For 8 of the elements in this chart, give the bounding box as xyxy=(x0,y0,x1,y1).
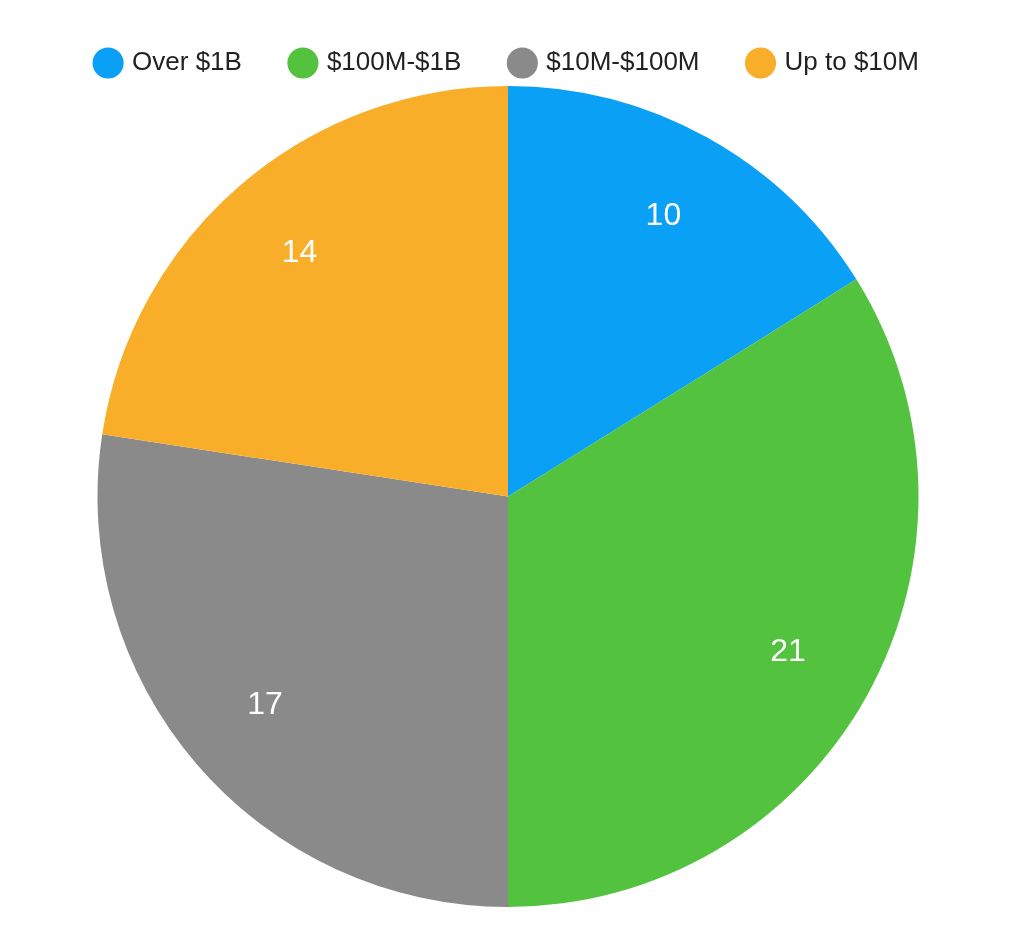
legend-label: $100M-$1B xyxy=(326,46,462,77)
data-label: 14 xyxy=(281,233,318,270)
data-label: 10 xyxy=(645,196,682,233)
legend-label: Over $1B xyxy=(132,46,242,77)
legend-label: Up to $10M xyxy=(784,46,919,77)
data-label: 17 xyxy=(247,684,283,721)
data-label: 21 xyxy=(770,631,806,668)
legend-label: $10M-$100M xyxy=(546,46,700,77)
